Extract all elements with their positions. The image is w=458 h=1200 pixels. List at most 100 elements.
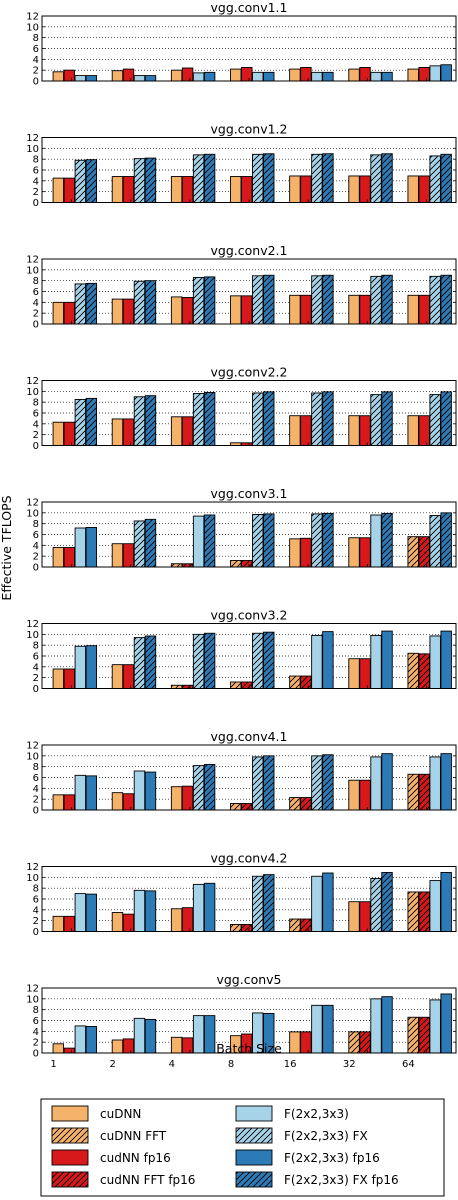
bar-cudnn-32 [348,415,360,446]
bar-hatch [145,395,156,446]
bar-hatch [241,803,252,810]
bar-f-2x2-3x3-fp16-1 [85,893,98,932]
bar-hatch [252,392,263,446]
bar-cudnn-fp16-32 [359,901,371,932]
bar-hatch [429,155,441,203]
axes-frame [41,744,457,811]
y-tick-label: 0 [33,198,39,209]
bar-hatch [322,391,334,446]
y-axis-label: Effective TFLOPS [0,495,14,600]
bar-f-2x2-3x3--1 [74,527,87,568]
bar-hatch [86,283,97,324]
bar-cudnn-1 [52,668,65,689]
bar-hatch [204,515,215,567]
legend-item: F(2x2,3x3) fp16 [235,1149,380,1166]
axes-frame [41,137,457,203]
bar-hatch [75,283,86,324]
bar-hatch [204,392,215,446]
x-tick-label: 4 [169,1059,175,1070]
bar-f-2x2-3x3--32 [370,634,382,689]
bar-hatch [348,1031,360,1053]
bar-f-2x2-3x3-fp16-16 [322,631,334,689]
y-tick-label: 2 [33,187,39,198]
bar-cudnn-fp16-4 [181,1037,194,1054]
axes-frame [41,380,457,446]
bar-hatch [311,154,323,203]
bar-hatch [263,632,274,689]
bar-cudnn-32 [348,658,360,689]
bar-f-2x2-3x3--1 [74,1025,87,1054]
bar-hatch [134,396,145,446]
legend-swatch [51,1105,89,1122]
legend-item: F(2x2,3x3) [235,1105,349,1122]
axes-frame [41,15,457,82]
bar-cudnn-fp16-1 [63,301,76,325]
bar-f-2x2-3x3--2 [133,889,146,932]
bar-hatch [263,275,274,324]
bar-hatch [193,277,204,324]
bar-cudnn-32 [348,294,360,325]
bar-hatch [263,874,274,932]
bar-hatch [230,560,241,567]
bar-cudnn-fp16-16 [300,294,312,325]
bar-cudnn-32 [348,901,360,932]
y-tick-label: 2 [33,430,39,441]
bar-cudnn-fp16-1 [63,69,76,82]
y-tick-label: 8 [33,155,39,166]
bar-f-2x2-3x3-fp16-32 [381,753,393,811]
y-tick-label: 8 [33,519,39,530]
y-tick-label: 12 [26,741,39,752]
legend-swatch-hatch [236,1128,272,1143]
x-tick-label: 32 [343,1059,356,1070]
legend-item: F(2x2,3x3) FX [235,1127,368,1144]
y-tick-label: 2 [33,552,39,563]
bar-hatch [300,919,312,932]
bar-cudnn-fp16-8 [241,295,253,325]
bar-hatch [311,275,323,324]
y-tick-label: 6 [33,287,39,298]
x-tick-label: 1 [50,1059,56,1070]
bar-hatch [204,276,215,324]
bar-hatch [252,275,263,324]
legend-label: F(2x2,3x3) FX [284,1129,368,1143]
chart-panels: vgg.conv1.1024681012vgg.conv1.2024681012… [26,0,457,1070]
y-tick-label: 6 [33,1016,39,1027]
y-tick-label: 4 [33,541,39,552]
bar-hatch [311,755,323,810]
bar-hatch [230,803,241,810]
bar-f-2x2-3x3--64 [429,635,441,689]
bar-cudnn-4 [170,69,183,82]
x-tick-label: 8 [228,1059,234,1070]
y-tick-label: 10 [26,630,39,641]
bar-hatch [252,756,263,810]
panel-title: vgg.conv3.2 [211,608,288,623]
bar-hatch [440,275,452,324]
bar-cudnn-fp16-2 [122,418,135,446]
bar-hatch [429,515,441,567]
bar-hatch [381,275,393,324]
panel-title: vgg.conv1.1 [211,0,288,15]
bar-f-2x2-3x3-fp16-32 [381,630,393,689]
x-tick-label: 16 [284,1059,297,1070]
bar-f-2x2-3x3--64 [429,65,441,82]
bar-hatch [86,159,97,203]
bar-f-2x2-3x3--64 [429,880,441,932]
bar-cudnn-fp16-32 [359,537,371,568]
bar-hatch [241,682,252,689]
y-tick-label: 2 [33,673,39,684]
y-tick-label: 8 [33,1005,39,1016]
bar-hatch [407,774,419,810]
bar-cudnn-1 [52,177,65,203]
bar-cudnn-2 [111,543,124,568]
bar-hatch [370,878,382,932]
bar-hatch [193,393,204,446]
bar-cudnn-fp16-4 [181,416,194,446]
bar-hatch [252,633,263,689]
bar-f-2x2-3x3--4 [192,883,205,932]
bar-f-2x2-3x3-fp16-64 [440,630,452,689]
bar-cudnn-fp16-64 [418,415,430,446]
bar-cudnn-fp16-32 [359,67,371,82]
